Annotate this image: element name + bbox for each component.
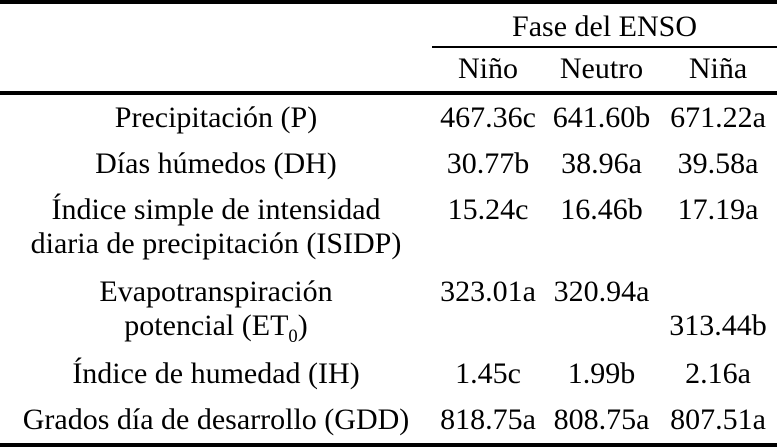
row-label-grados-dia: Grados día de desarrollo (GDD) xyxy=(22,403,410,436)
cell-evapotranspiracion-neutro: 320.94a xyxy=(553,275,650,308)
cell-dias-humedos-nino: 30.77b xyxy=(446,147,530,180)
table-row-isidp: Índice simple de intensidad diaria de pr… xyxy=(0,187,777,267)
header-empty-cell xyxy=(0,2,432,47)
cell-indice-humedad-nino: 1.45c xyxy=(455,357,521,390)
cell-grados-dia-nino: 818.75a xyxy=(440,403,536,436)
et0-label-text: potencial (ET xyxy=(124,309,289,342)
row-label-dias-humedos: Días húmedos (DH) xyxy=(95,147,337,180)
header-columns-row: Niño Neutro Niña xyxy=(0,47,777,95)
column-header-nina: Niña xyxy=(659,47,777,95)
cell-dias-humedos-nina: 39.58a xyxy=(677,147,759,180)
et0-label-close-paren: ) xyxy=(297,309,308,342)
cell-dias-humedos-neutro: 38.96a xyxy=(561,147,642,180)
row-label-evapotranspiracion-line1: Evapotranspiración xyxy=(99,275,333,308)
table-row-dias-humedos: Días húmedos (DH) 30.77b 38.96a 39.58a xyxy=(0,141,777,187)
cell-grados-dia-neutro: 808.75a xyxy=(553,403,650,436)
header-group-row: Fase del ENSO xyxy=(0,2,777,48)
column-header-neutro: Neutro xyxy=(544,47,659,95)
row-label-indice-humedad: Índice de humedad (IH) xyxy=(72,357,360,390)
cell-evapotranspiracion-nino: 323.01a xyxy=(440,275,536,308)
cell-indice-humedad-nina: 2.16a xyxy=(685,357,751,390)
cell-isidp-nino: 15.24c xyxy=(447,193,529,226)
cell-evapotranspiracion-nina: 313.44b xyxy=(669,309,767,342)
row-label-evapotranspiracion-line2: potencial (ET0) xyxy=(0,309,432,346)
header-group-label: Fase del ENSO xyxy=(432,2,777,48)
cell-grados-dia-nina: 807.51a xyxy=(670,403,766,436)
et0-subscript: 0 xyxy=(288,326,298,347)
table-row-indice-humedad: Índice de humedad (IH) 1.45c 1.99b 2.16a xyxy=(0,351,777,397)
row-label-evapotranspiracion: Evapotranspiración potencial (ET0) xyxy=(0,267,432,351)
cell-indice-humedad-neutro: 1.99b xyxy=(567,357,636,390)
table-row-precipitacion: Precipitación (P) 467.36c 641.60b 671.22… xyxy=(0,93,777,141)
table-row-grados-dia: Grados día de desarrollo (GDD) 818.75a 8… xyxy=(0,397,777,445)
cell-precipitacion-nina: 671.22a xyxy=(670,101,766,134)
cell-isidp-neutro: 16.46b xyxy=(560,193,643,226)
row-label-precipitacion: Precipitación (P) xyxy=(114,101,318,134)
row-label-isidp-line1: Índice simple de intensidad xyxy=(51,193,381,226)
row-label-isidp-line2: diaria de precipitación (ISIDP) xyxy=(30,227,402,260)
header-empty-cell xyxy=(0,47,432,95)
cell-precipitacion-nino: 467.36c xyxy=(440,101,536,134)
cell-isidp-nina: 17.19a xyxy=(677,193,759,226)
cell-precipitacion-neutro: 641.60b xyxy=(552,101,651,134)
table-row-evapotranspiracion: Evapotranspiración potencial (ET0) 323.0… xyxy=(0,267,777,351)
row-label-isidp: Índice simple de intensidad diaria de pr… xyxy=(0,187,432,267)
column-header-nino: Niño xyxy=(432,47,544,95)
